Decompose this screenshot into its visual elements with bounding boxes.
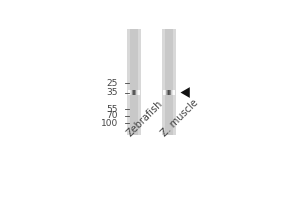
Bar (132, 90, 133, 95)
Bar (127, 29, 141, 135)
Bar (129, 90, 130, 95)
Text: 70: 70 (106, 111, 118, 120)
Bar (169, 90, 170, 95)
Text: 55: 55 (106, 105, 118, 114)
Bar (171, 90, 172, 95)
Bar (139, 90, 140, 95)
Bar (170, 90, 171, 95)
Bar (128, 90, 129, 95)
Bar (163, 90, 164, 95)
Bar (135, 90, 136, 95)
Bar (134, 90, 135, 95)
Bar (130, 29, 138, 135)
Text: 100: 100 (100, 119, 118, 128)
Bar (162, 29, 176, 135)
Text: Z. muscle: Z. muscle (160, 97, 200, 138)
Bar (167, 90, 168, 95)
Bar (138, 90, 139, 95)
Bar (136, 90, 137, 95)
Bar (165, 90, 166, 95)
Bar (130, 90, 131, 95)
Bar (137, 90, 138, 95)
Bar (131, 90, 132, 95)
Bar (172, 90, 173, 95)
Text: Zebrafish: Zebrafish (124, 98, 164, 138)
Bar (164, 90, 165, 95)
Bar (174, 90, 175, 95)
Bar (133, 90, 134, 95)
Bar (168, 90, 169, 95)
Bar (173, 90, 174, 95)
Polygon shape (181, 87, 190, 98)
Text: 35: 35 (106, 88, 118, 97)
Text: 25: 25 (106, 79, 118, 88)
Bar (165, 29, 173, 135)
